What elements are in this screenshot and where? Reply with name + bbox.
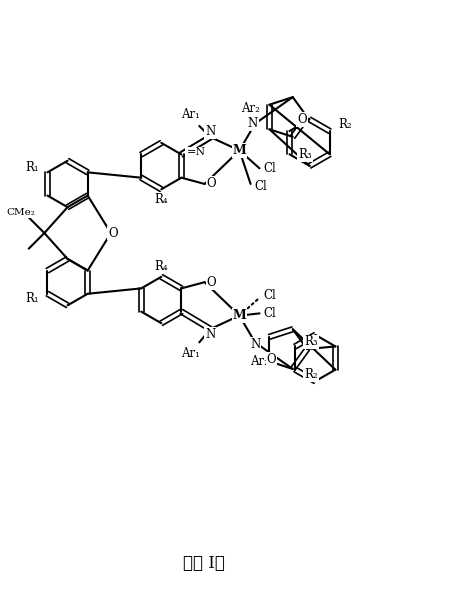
Text: Ar₂: Ar₂ [241,101,259,115]
Text: O: O [206,275,216,289]
Text: =N: =N [186,148,205,157]
Text: Ar₁: Ar₁ [180,347,199,360]
Text: Ar₁: Ar₁ [180,108,199,121]
Text: R₂: R₂ [304,368,317,380]
Text: CMe₂: CMe₂ [7,208,36,217]
Text: R₃: R₃ [298,148,311,161]
Text: N: N [249,338,260,351]
Text: Cl: Cl [253,179,266,193]
Text: Cl: Cl [262,289,275,302]
Text: R₂: R₂ [338,118,351,131]
Text: O: O [266,353,276,365]
Text: R₄: R₄ [154,193,168,206]
Text: N: N [247,117,258,130]
Text: N: N [205,125,215,138]
Text: R₃: R₃ [304,335,317,349]
Text: M: M [232,144,246,157]
Text: M: M [232,309,246,322]
Text: Cl: Cl [262,162,275,175]
Text: R₄: R₄ [154,260,168,274]
Text: （式 I）: （式 I） [182,555,224,572]
Text: N: N [205,328,215,341]
Text: O: O [206,178,216,190]
Text: Ar₂: Ar₂ [249,355,268,368]
Text: O: O [108,227,118,239]
Text: Cl: Cl [262,307,275,320]
Text: R₁: R₁ [25,161,38,175]
Text: O: O [296,113,306,126]
Text: R₁: R₁ [25,292,38,305]
